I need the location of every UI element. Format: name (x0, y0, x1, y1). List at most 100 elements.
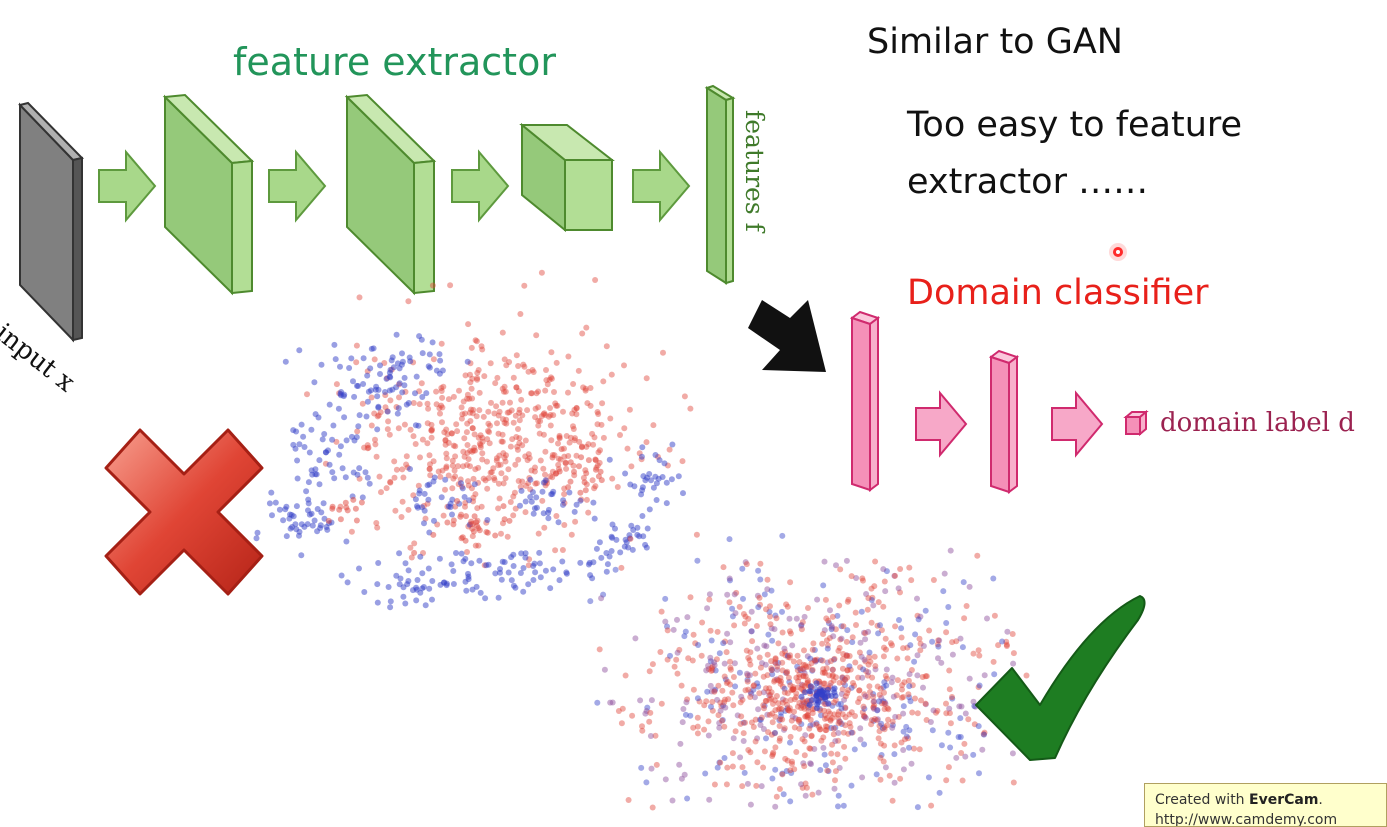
scatter-point (889, 722, 896, 729)
scatter-point (492, 570, 499, 577)
scatter-point (912, 695, 918, 702)
scatter-point (831, 655, 838, 662)
scatter-point (658, 608, 665, 615)
scatter-point (743, 561, 750, 568)
scatter-point (774, 677, 781, 684)
scatter-point (778, 678, 785, 685)
scatter-point (629, 712, 636, 719)
scatter-point (690, 686, 697, 693)
scatter-point (485, 420, 492, 427)
scatter-point (750, 724, 757, 730)
scatter-point (815, 789, 822, 796)
scatter-point (418, 380, 425, 387)
scatter-point (804, 712, 811, 719)
scatter-point (790, 658, 797, 665)
scatter-point (756, 594, 763, 601)
scatter-point (469, 425, 476, 432)
scatter-point (562, 459, 569, 466)
scatter-point (820, 680, 827, 687)
scatter-point (820, 687, 827, 694)
scatter-point (425, 496, 432, 503)
scatter-point (771, 697, 778, 704)
scatter-point (473, 413, 480, 420)
scatter-point (484, 529, 491, 536)
scatter-point (573, 404, 580, 411)
scatter-point (505, 569, 512, 576)
scatter-point (764, 711, 771, 718)
scatter-point (485, 475, 492, 482)
scatter-point (754, 680, 761, 687)
scatter-point (771, 730, 778, 737)
scatter-point (886, 772, 893, 779)
scatter-point (293, 503, 300, 510)
scatter-point (754, 645, 761, 652)
scatter-point (754, 759, 761, 766)
scatter-point (613, 536, 620, 543)
scatter-point (559, 558, 566, 565)
scatter-point (849, 634, 856, 641)
scatter-point (296, 532, 302, 539)
scatter-point (458, 480, 464, 487)
scatter-point (597, 468, 604, 475)
scatter-point (548, 375, 555, 382)
scatter-point (839, 656, 846, 663)
scatter-point (852, 713, 858, 719)
scatter-point (825, 708, 832, 715)
scatter-point (499, 399, 506, 406)
scatter-point (459, 411, 466, 418)
scatter-point (872, 663, 879, 669)
scatter-point (460, 398, 467, 405)
scatter-point (628, 463, 635, 470)
scatter-point (717, 699, 724, 706)
scatter-point (638, 764, 645, 771)
scatter-point (662, 776, 669, 783)
scatter-point (643, 779, 650, 786)
scatter-point (823, 727, 830, 734)
scatter-point (848, 782, 855, 789)
scatter-point (744, 780, 751, 787)
scatter-point (861, 629, 867, 636)
scatter-point (943, 629, 950, 636)
scatter-point (739, 696, 746, 703)
scatter-point (891, 572, 898, 579)
scatter-point (536, 549, 543, 556)
scatter-point (475, 367, 482, 373)
scatter-point (412, 496, 419, 503)
scatter-point (949, 695, 956, 702)
scatter-point (894, 677, 901, 684)
scatter-point (617, 549, 624, 556)
scatter-point (516, 435, 523, 442)
scatter-point (567, 478, 574, 485)
scatter-point (857, 725, 864, 732)
scatter-point (467, 463, 473, 470)
scatter-point (865, 669, 872, 676)
scatter-point (470, 447, 477, 454)
scatter-point (639, 444, 646, 451)
scatter-point (448, 430, 455, 437)
scatter-point (925, 774, 932, 781)
scatter-point (350, 496, 357, 503)
scatter-point (898, 625, 905, 632)
scatter-point (806, 701, 813, 708)
scatter-point (784, 652, 791, 659)
scatter-point (513, 352, 520, 359)
scatter-point (495, 505, 502, 512)
scatter-point (560, 408, 566, 415)
scatter-point (368, 394, 375, 401)
scatter-point (760, 702, 767, 709)
scatter-point (717, 707, 724, 714)
scatter-point (485, 428, 491, 434)
scatter-point (499, 438, 506, 445)
scatter-point (789, 686, 796, 693)
scatter-point (374, 413, 381, 420)
scatter-point (408, 554, 415, 561)
scatter-point (772, 729, 778, 736)
scatter-point (477, 442, 484, 449)
scatter-point (991, 671, 998, 678)
scatter-point (777, 674, 784, 681)
scatter-point (773, 793, 780, 800)
scatter-point (945, 764, 952, 771)
scatter-point (905, 691, 912, 698)
scatter-point (721, 699, 728, 706)
scatter-point (889, 718, 896, 725)
